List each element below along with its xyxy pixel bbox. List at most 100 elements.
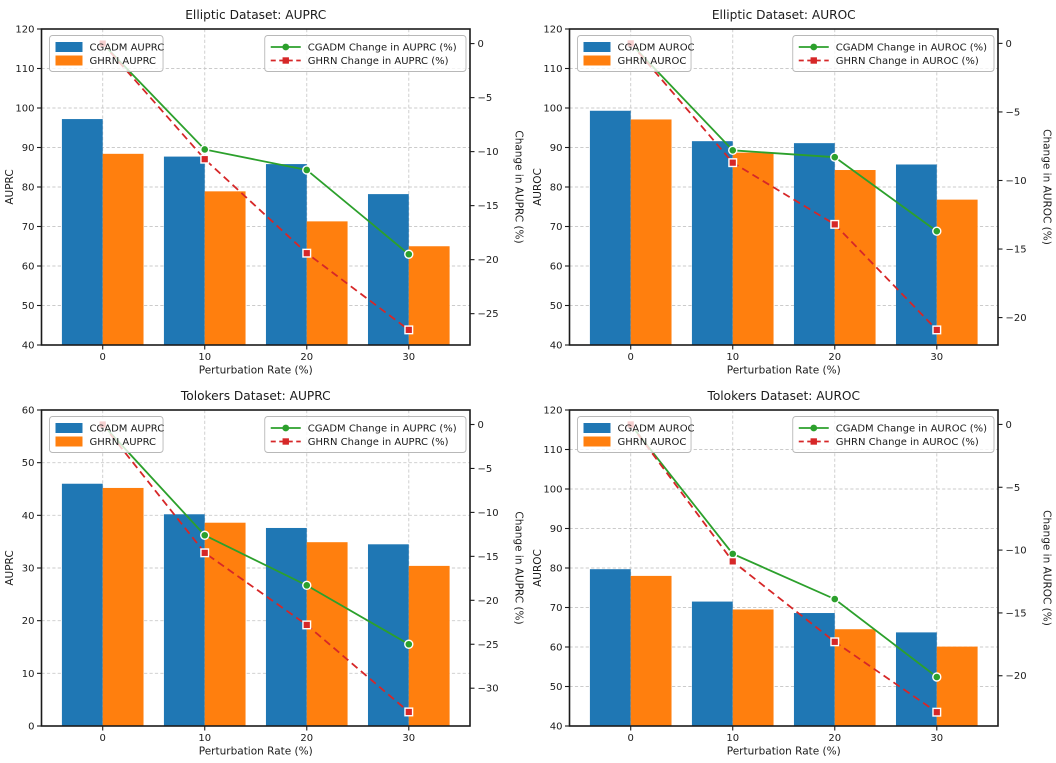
bar [61, 483, 103, 726]
y-left-tick-label: 70 [22, 222, 35, 233]
bar-series-cgadm [61, 119, 409, 345]
x-tick-label: 30 [402, 733, 415, 744]
x-tick-label: 10 [726, 733, 739, 744]
line-marker-square [932, 325, 942, 335]
bar [834, 170, 876, 345]
y-left-tick-label: 30 [22, 564, 35, 575]
bar [102, 487, 144, 726]
legend-lines: CGADM Change in AUROC (%) GHRN Change in … [798, 43, 987, 67]
legend-box [264, 416, 467, 453]
y-left-tick-label: 60 [22, 406, 35, 417]
bar [102, 153, 144, 345]
line-marker-circle [404, 639, 414, 649]
axes-spines [568, 409, 999, 727]
legend-marker-circle [282, 424, 290, 432]
legend-label: CGADM Change in AUROC (%) [836, 43, 987, 54]
x-tick-label: 20 [300, 733, 313, 744]
bar [936, 646, 978, 726]
y-right-tick-label: −25 [478, 640, 499, 651]
y-right-tick-label: −15 [478, 201, 499, 212]
chart-title: Elliptic Dataset: AUPRC [185, 8, 326, 22]
legend-swatch [55, 42, 83, 52]
bar [691, 601, 733, 726]
x-tick-label: 20 [828, 733, 841, 744]
line-marker-circle [932, 226, 942, 236]
x-tick-label: 0 [628, 352, 634, 363]
y-axis-left-label: AUROC [532, 549, 544, 587]
bar [834, 629, 876, 726]
y-right-tick-label: −10 [478, 508, 499, 519]
y-right-tick-label: −5 [1006, 107, 1021, 118]
legend-label: CGADM Change in AUROC (%) [836, 424, 987, 435]
y-left-tick-label: 100 [543, 104, 562, 115]
legend-swatch [55, 423, 83, 433]
change-line-path [102, 423, 410, 646]
y-axis-left-label: AUPRC [4, 550, 16, 585]
y-right-tick-label: 0 [1006, 39, 1012, 50]
legend-swatch [583, 55, 611, 66]
y-left-tick-label: 50 [22, 458, 35, 469]
legend-bars: CGADM AUPRC GHRN AUPRC [55, 423, 164, 448]
y-left-tick-label: 60 [22, 262, 35, 273]
x-tick-label: 20 [828, 352, 841, 363]
y-left-tick-label: 110 [15, 64, 34, 75]
axes-spines [40, 409, 471, 727]
line-marker-square [200, 154, 210, 164]
change-line-path [102, 42, 410, 255]
change-line-path [630, 423, 938, 678]
legend-label: GHRN AUPRC [90, 437, 157, 448]
bar-series-ghrn [630, 119, 978, 345]
legend-bars: CGADM AUROC GHRN AUROC [583, 42, 695, 67]
y-left-tick-label: 50 [550, 301, 563, 312]
legend-label: GHRN Change in AUROC (%) [836, 56, 979, 67]
y-left-tick-label: 110 [543, 64, 562, 75]
legend-swatch [583, 42, 611, 52]
line-marker-square [728, 556, 738, 566]
legend-box [792, 416, 995, 453]
line-marker-circle [302, 165, 312, 175]
bar [204, 191, 246, 345]
line-marker-square [932, 707, 942, 717]
y-axis-left-label: AUROC [532, 168, 544, 206]
y-left-tick-label: 110 [543, 445, 562, 456]
legend-marker-square [810, 438, 817, 445]
x-tick-label: 0 [100, 352, 106, 363]
bar [265, 164, 307, 345]
chart-title: Tolokers Dataset: AUROC [706, 389, 860, 403]
y-right-tick-label: −10 [478, 147, 499, 158]
y-right-tick-label: 0 [1006, 420, 1012, 431]
x-tick-label: 10 [198, 733, 211, 744]
line-marker-square [830, 637, 840, 647]
legend-marker-circle [810, 424, 818, 432]
legend-label: CGADM AUROC [618, 43, 695, 54]
bar [367, 544, 409, 726]
bar [408, 565, 450, 726]
legend-label: GHRN Change in AUROC (%) [836, 437, 979, 448]
line-marker-square [404, 707, 414, 717]
y-right-tick-label: −15 [478, 552, 499, 563]
y-right-tick-label: −5 [1006, 483, 1021, 494]
bar [691, 141, 733, 345]
bar-series-cgadm [61, 483, 409, 726]
y-left-tick-label: 120 [15, 25, 34, 36]
y-left-tick-label: 50 [550, 682, 563, 693]
y-axis-right-label: Change in AUPRC (%) [513, 511, 525, 624]
y-left-tick-label: 90 [550, 143, 563, 154]
line-marker-square [728, 158, 738, 168]
y-right-tick-label: −30 [478, 684, 499, 695]
change-line-path [102, 42, 410, 331]
y-left-tick-label: 0 [28, 722, 34, 733]
line-marker-square [302, 620, 312, 630]
line-marker-square [302, 248, 312, 258]
bar [793, 143, 835, 345]
legend-lines: CGADM Change in AUROC (%) GHRN Change in … [798, 424, 987, 448]
line-marker-circle [932, 672, 942, 682]
legend-label: GHRN AUPRC [90, 56, 157, 67]
y-right-tick-label: −15 [1006, 245, 1027, 256]
legend-marker-square [282, 438, 289, 445]
y-left-tick-label: 70 [550, 222, 563, 233]
axes-spines [568, 28, 999, 346]
y-axis-right-label: Change in AUPRC (%) [513, 130, 525, 243]
bar [793, 613, 835, 726]
